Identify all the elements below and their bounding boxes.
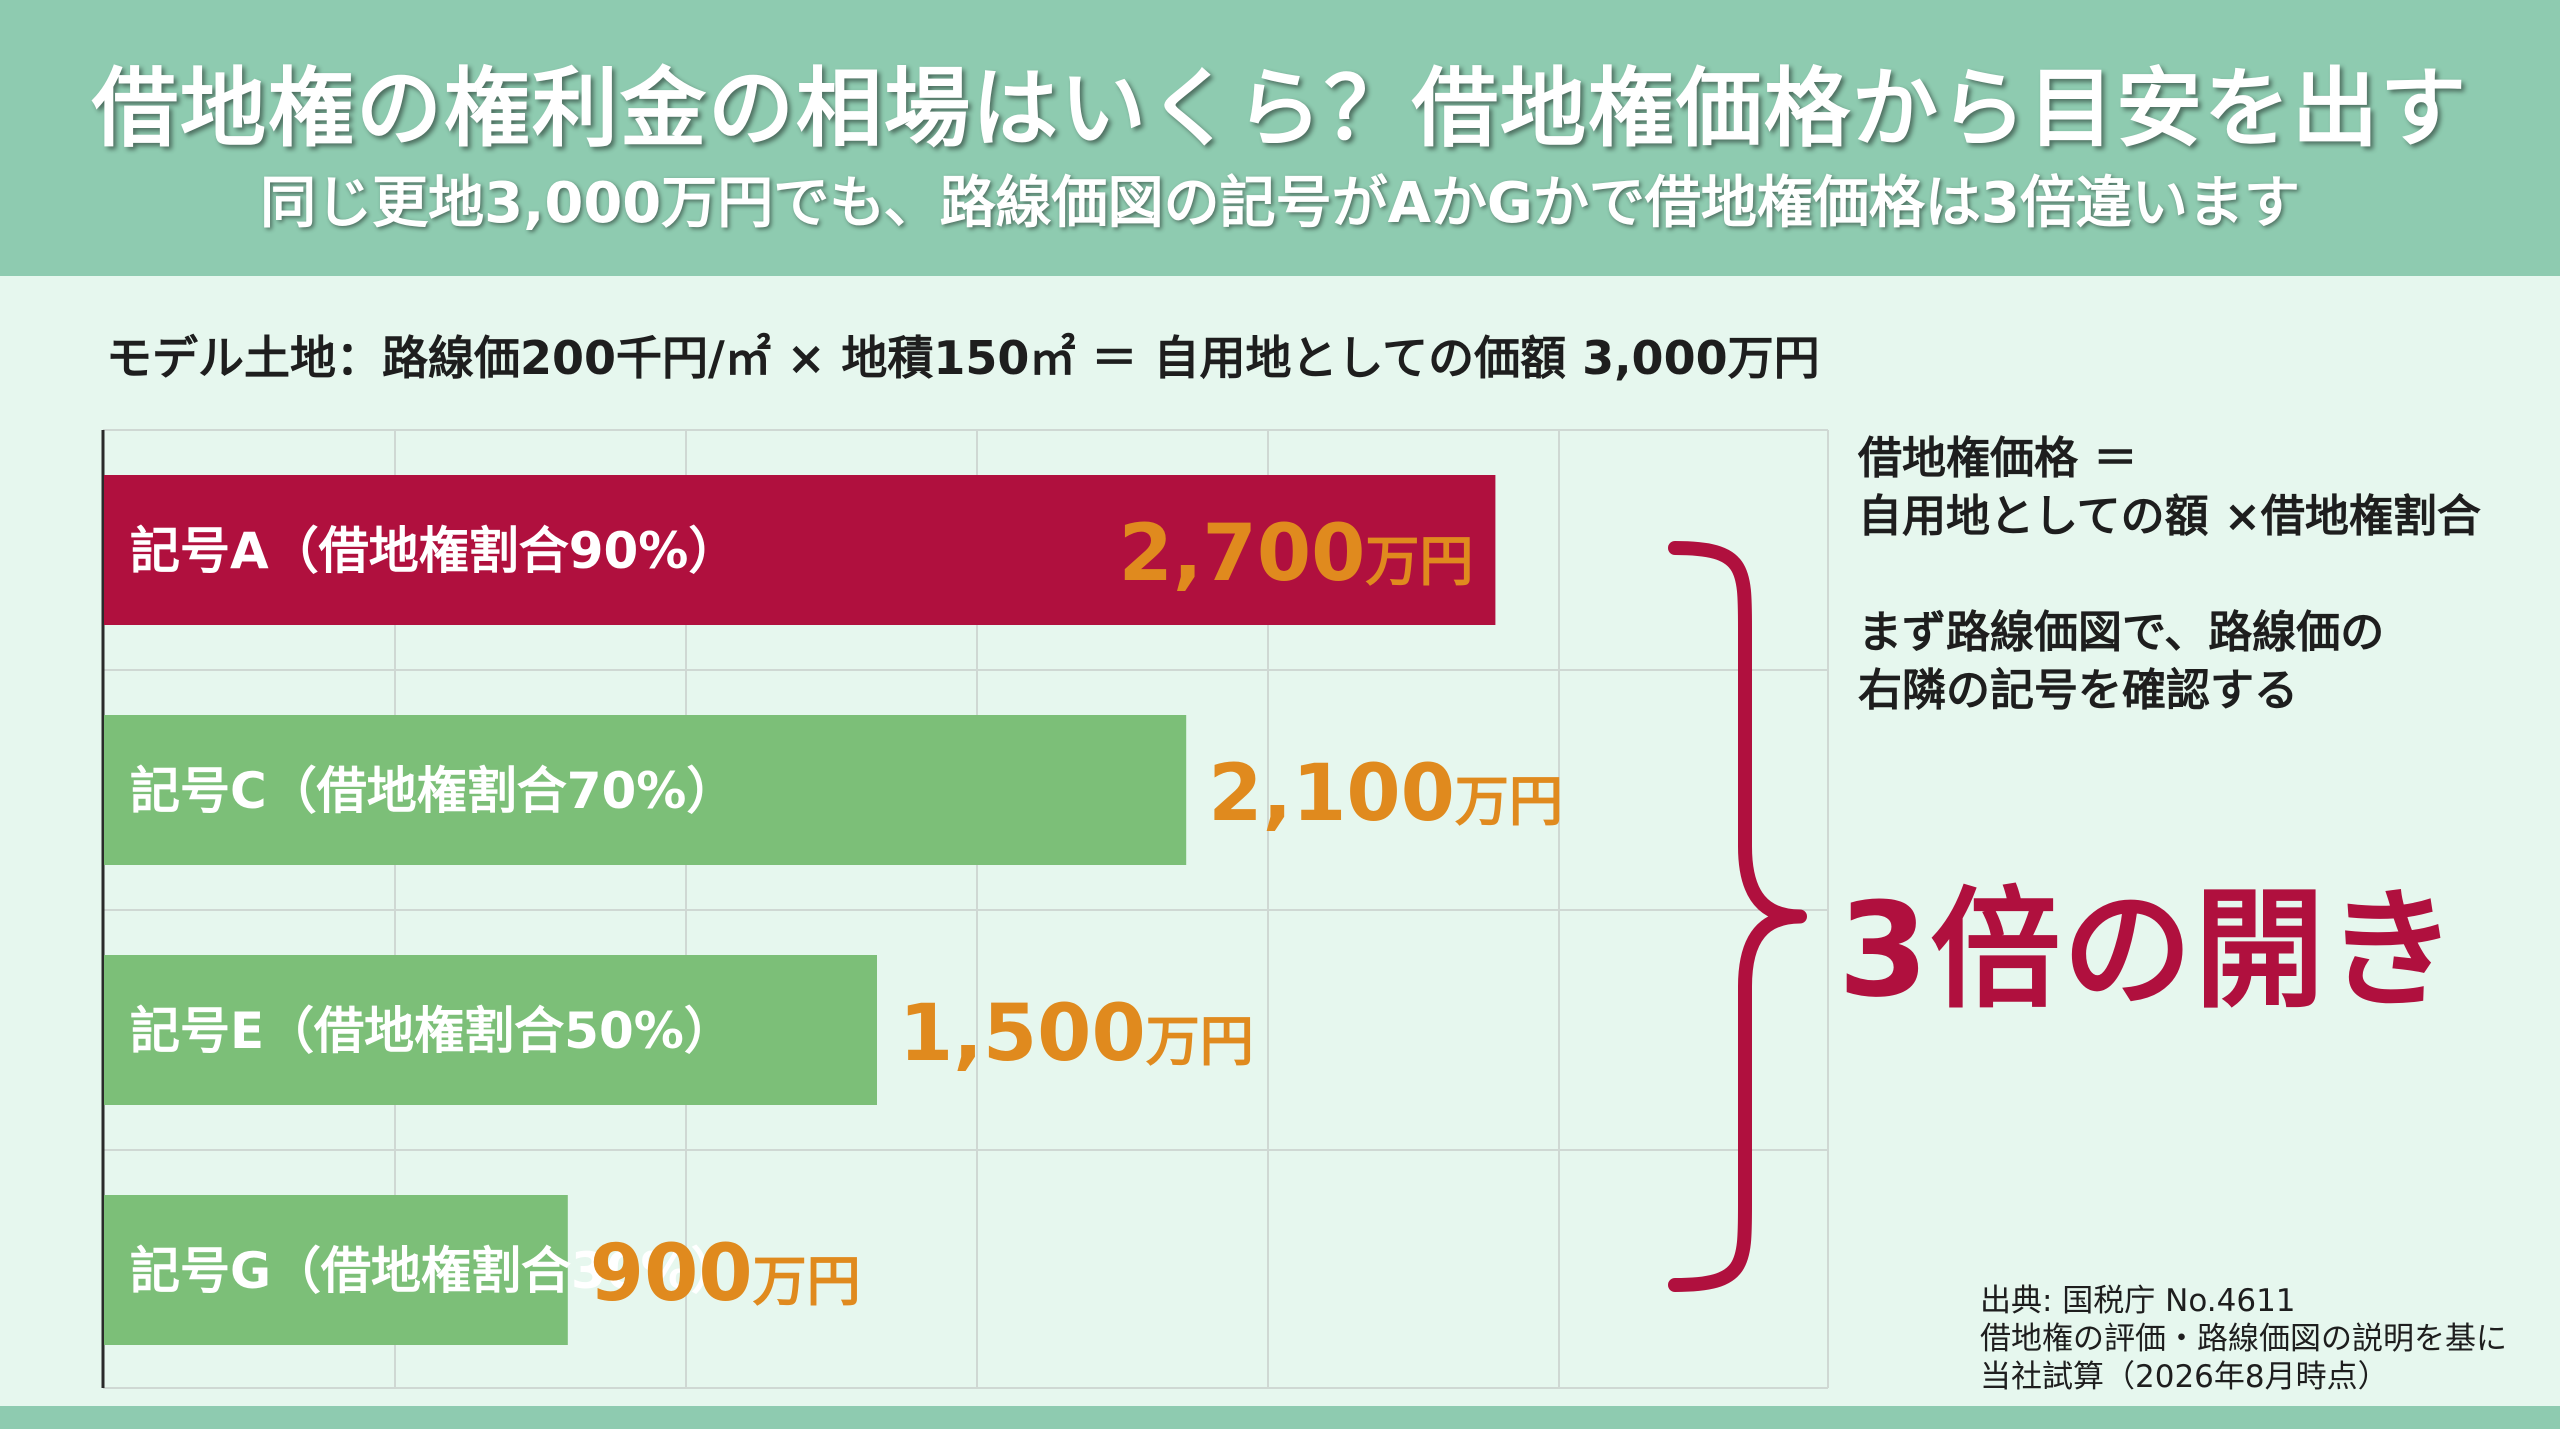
- bar-value-unit: 万円: [1455, 770, 1563, 833]
- bar-value-unit: 万円: [1365, 530, 1473, 593]
- formula-line-2: 自用地としての額 ×借地権割合: [1858, 491, 2481, 542]
- formula-note: 借地権価格 ＝ 自用地としての額 ×借地権割合: [1858, 430, 2548, 546]
- bar-category-label-2: 記号E（借地権割合50%）: [130, 1002, 734, 1060]
- bar-category-label-0: 記号A（借地権割合90%）: [130, 522, 738, 580]
- bar-2: [104, 955, 877, 1105]
- source-line-1: 出典: 国税庁 No.4611: [1980, 1283, 2296, 1319]
- bar-0: [104, 475, 1496, 625]
- source-line-3: 当社試算（2026年8月時点）: [1980, 1359, 2389, 1395]
- bar-value-unit: 万円: [1146, 1010, 1254, 1073]
- curly-brace: [1668, 541, 1807, 1292]
- header-banner: 借地権の権利金の相場はいくら？借地権価格から目安を出す 同じ更地3,000万円で…: [0, 0, 2560, 276]
- source-line-2: 借地権の評価・路線価図の説明を基に: [1980, 1321, 2507, 1357]
- gap-label: 3倍の開き: [1838, 874, 2459, 1026]
- bar-value-label-2: 1,500万円: [899, 989, 1254, 1079]
- bar-value-unit: 万円: [753, 1250, 861, 1313]
- source-note: 出典: 国税庁 No.4611 借地権の評価・路線価図の説明を基に 当社試算（2…: [1980, 1282, 2550, 1396]
- bar-category-label-3: 記号G（借地権割合30%）: [130, 1242, 741, 1300]
- formula-line-1: 借地権価格 ＝: [1858, 433, 2138, 484]
- bar-3: [104, 1195, 568, 1345]
- bar-value-number: 2,100: [1208, 749, 1455, 839]
- page-subtitle: 同じ更地3,000万円でも、路線価図の記号がAかGかで借地権価格は3倍違います: [260, 171, 2300, 236]
- step-line-2: 右隣の記号を確認する: [1858, 665, 2298, 716]
- footer-bar: [0, 1406, 2560, 1429]
- bar-value-number: 2,700: [1119, 509, 1366, 599]
- bar-value-label-3: 900万円: [590, 1229, 861, 1319]
- bar-value-label-0: 2,700万円: [1119, 509, 1474, 599]
- step-note: まず路線価図で、路線価の 右隣の記号を確認する: [1858, 604, 2548, 720]
- bar-value-number: 900: [590, 1229, 753, 1319]
- bar-1: [104, 715, 1187, 865]
- bar-value-label-1: 2,100万円: [1208, 749, 1563, 839]
- bar-value-number: 1,500: [899, 989, 1146, 1079]
- bar-category-label-1: 記号C（借地権割合70%）: [130, 762, 736, 820]
- model-land-description: モデル土地：路線価200千円/㎡ × 地積150㎡ ＝ 自用地としての価額 3,…: [106, 331, 1820, 385]
- step-line-1: まず路線価図で、路線価の: [1858, 607, 2385, 658]
- page-title: 借地権の権利金の相場はいくら？借地権価格から目安を出す: [92, 59, 2468, 159]
